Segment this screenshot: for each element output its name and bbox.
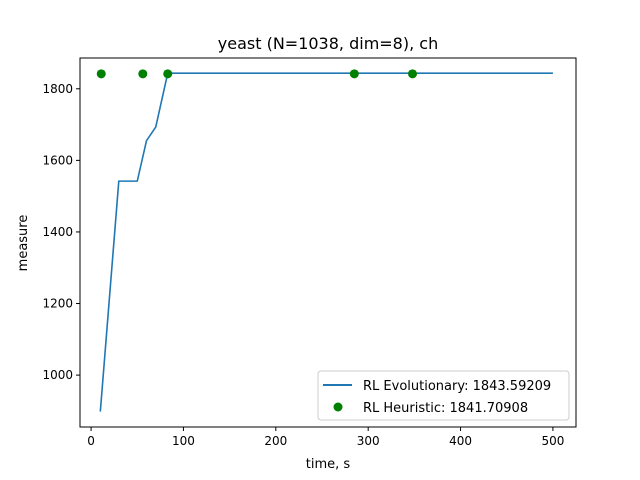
plot-area <box>79 57 577 428</box>
series-layer <box>96 69 553 412</box>
axes-frame <box>79 57 577 428</box>
x-tick-label: 500 <box>541 434 564 448</box>
legend-label-evolutionary: RL Evolutionary: 1843.59209 <box>363 379 551 394</box>
x-tick-label: 100 <box>172 434 195 448</box>
x-tick-label: 200 <box>264 434 287 448</box>
x-axis-ticks: 0 100 200 300 400 500 <box>87 427 564 448</box>
y-tick-label: 1400 <box>42 225 73 239</box>
scatter-point-heuristic <box>138 69 148 79</box>
scatter-point-heuristic <box>349 69 359 79</box>
y-tick-label: 1600 <box>42 153 73 167</box>
chart-title: yeast (N=1038, dim=8), ch <box>218 34 438 53</box>
x-tick-label: 0 <box>87 434 95 448</box>
x-tick-label: 400 <box>449 434 472 448</box>
legend-marker-swatch <box>333 402 343 412</box>
legend-label-heuristic: RL Heuristic: 1841.70908 <box>363 401 528 416</box>
x-tick-label: 300 <box>357 434 380 448</box>
legend-box <box>317 370 570 421</box>
y-axis-ticks: 1000 1200 1400 1600 1800 <box>42 82 80 382</box>
y-tick-label: 1200 <box>42 297 73 311</box>
y-axis-label: measure <box>16 215 31 272</box>
y-tick-label: 1800 <box>42 82 73 96</box>
y-tick-label: 1000 <box>42 368 73 382</box>
scatter-point-heuristic <box>163 69 173 79</box>
scatter-point-heuristic <box>96 69 106 79</box>
chart-legend: RL Evolutionary: 1843.59209 RL Heuristic… <box>317 370 570 421</box>
x-axis-label: time, s <box>306 457 351 472</box>
scatter-point-heuristic <box>408 69 418 79</box>
